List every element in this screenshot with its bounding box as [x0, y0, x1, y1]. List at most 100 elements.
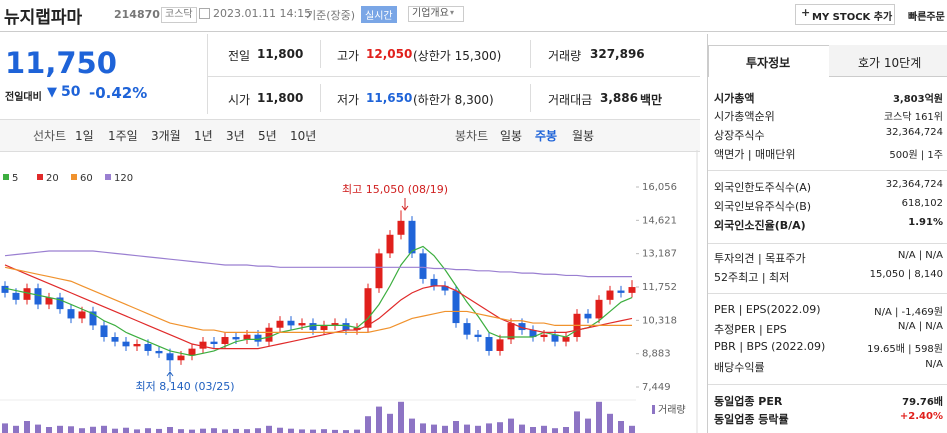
- quote-label: 전일: [228, 49, 251, 63]
- quote-value: 327,896: [590, 47, 645, 61]
- info-value: N/A | N/A: [897, 321, 943, 332]
- volume-bar: [288, 428, 294, 433]
- info-value: +2.40%: [899, 411, 943, 422]
- candle-body: [309, 323, 317, 331]
- tab[interactable]: 투자정보: [746, 56, 791, 70]
- y-tick-label: 13,187: [642, 249, 677, 260]
- info-value: 19.65배 | 598원: [867, 344, 943, 355]
- candle-body: [419, 253, 427, 279]
- nav-item[interactable]: 3년: [226, 129, 245, 143]
- y-tick-label: 14,621: [642, 215, 677, 226]
- quote-note: (하한가 8,300): [413, 93, 494, 107]
- volume-bar: [332, 429, 338, 433]
- legend-label: 5: [12, 173, 18, 184]
- legend-swatch: [71, 174, 77, 180]
- volume-bar: [244, 429, 250, 433]
- info-value: 3,803억원: [892, 94, 943, 105]
- divider: [320, 84, 321, 112]
- volume-bar: [178, 429, 184, 433]
- quote-value: 12,050: [366, 47, 413, 61]
- nav-item[interactable]: 10년: [290, 129, 317, 143]
- nav-item[interactable]: 3개월: [151, 129, 181, 143]
- info-value: N/A | N/A: [897, 250, 943, 261]
- volume-bar: [90, 426, 96, 433]
- quote-note: (상한가 15,300): [413, 49, 502, 63]
- change-label: 전일대비: [5, 92, 42, 103]
- candle-body: [89, 311, 97, 326]
- candle-body: [628, 287, 636, 293]
- nav-bar: [0, 119, 700, 152]
- volume-bar: [354, 429, 360, 433]
- candle-body: [177, 355, 185, 361]
- info-label: 외국인한도주식수(A): [714, 181, 812, 194]
- quote-value: 11,800: [257, 47, 304, 61]
- nav-item[interactable]: 5년: [258, 129, 277, 143]
- y-tick-label: 11,752: [642, 282, 677, 293]
- volume-bar: [431, 424, 437, 433]
- candle-body: [540, 334, 548, 338]
- volume-bar: [563, 427, 569, 433]
- volume-bar: [519, 424, 525, 433]
- candle-body: [595, 299, 603, 319]
- volume-bar: [123, 427, 129, 433]
- info-label: 동일업종 PER: [714, 395, 783, 408]
- nav-item[interactable]: 일봉: [500, 129, 523, 143]
- info-label: 투자의견 | 목표주가: [714, 252, 806, 265]
- stock-name: 뉴지랩파마: [4, 8, 83, 28]
- y-tick-label: 16,056: [642, 182, 677, 193]
- volume-bar: [277, 427, 283, 433]
- info-label: 상장주식수: [714, 129, 765, 142]
- quote-label: 저가: [337, 93, 360, 107]
- info-value: 1.91%: [908, 217, 943, 228]
- row-divider: [708, 293, 947, 294]
- quote-value: 11,800: [257, 91, 304, 105]
- overview-button[interactable]: 기업개요: [408, 6, 464, 22]
- candle-body: [166, 353, 174, 361]
- nav-item[interactable]: 월봉: [572, 129, 595, 143]
- tab-inactive: [829, 45, 947, 77]
- nav-item[interactable]: 1년: [194, 129, 213, 143]
- volume-bar: [343, 430, 349, 433]
- volume-bar: [211, 428, 217, 433]
- legend-label: 60: [80, 173, 93, 184]
- volume-bar: [310, 429, 316, 433]
- divider: [208, 76, 700, 77]
- nav-item[interactable]: 주봉: [535, 129, 558, 143]
- candle-body: [232, 337, 240, 340]
- volume-bar: [574, 411, 580, 433]
- candle-body: [287, 320, 295, 326]
- quote-label: 고가: [337, 49, 360, 63]
- info-value: 15,050 | 8,140: [869, 269, 943, 280]
- quick-order[interactable]: 빠른주문: [908, 12, 945, 23]
- candle-body: [155, 350, 163, 354]
- nav-item[interactable]: 1주일: [108, 129, 138, 143]
- mystock-button[interactable]: [795, 4, 895, 25]
- nav-label: 선차트: [33, 129, 67, 143]
- candle-body: [342, 323, 350, 331]
- candle-body: [496, 339, 504, 351]
- volume-bar: [442, 425, 448, 433]
- volume-bar: [299, 429, 305, 433]
- candle-body: [408, 220, 416, 254]
- candle-body: [331, 323, 339, 326]
- volume-bar: [321, 429, 327, 433]
- legend-label: 120: [114, 173, 133, 184]
- info-value: N/A: [925, 359, 943, 370]
- candle-body: [430, 278, 438, 286]
- realtime-badge[interactable]: 실시간: [361, 6, 397, 23]
- ma-line: [4, 250, 632, 278]
- chart: 최고 15,050 (08/19) 최저 8,140 (03/25) 16,05…: [0, 150, 698, 433]
- candle-body: [364, 288, 372, 328]
- candle-body: [386, 234, 394, 254]
- volume-bar: [35, 424, 41, 433]
- y-tick-label: 7,449: [642, 382, 671, 393]
- volume-bar: [24, 421, 30, 433]
- info-value: 79.76배: [902, 397, 943, 408]
- tab[interactable]: 호가 10단계: [858, 56, 922, 70]
- info-value: 코스닥 161위: [883, 112, 943, 123]
- volume-bar: [200, 428, 206, 433]
- nav-item[interactable]: 1일: [75, 129, 94, 143]
- candle-body: [551, 334, 559, 342]
- divider: [320, 40, 321, 68]
